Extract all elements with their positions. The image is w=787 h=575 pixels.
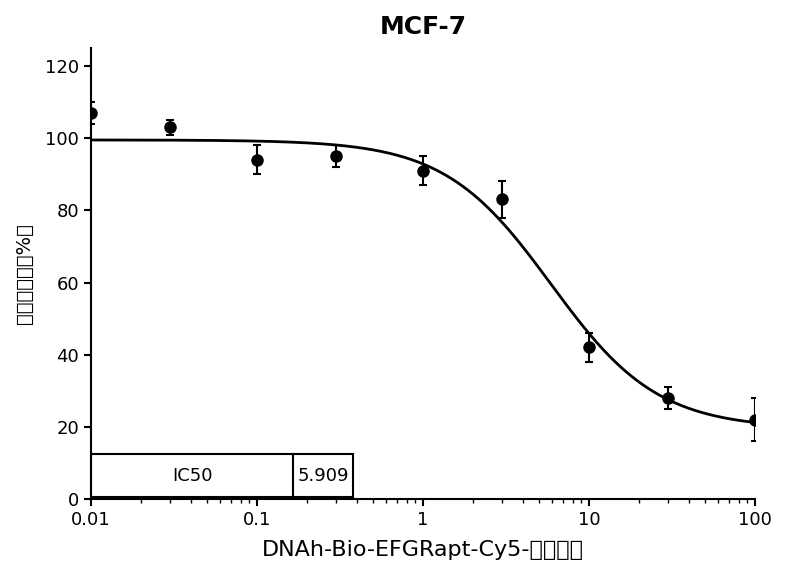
Text: IC50: IC50 (172, 467, 212, 485)
Text: 5.909: 5.909 (297, 467, 349, 485)
Y-axis label: 细胞存活率（%）: 细胞存活率（%） (15, 223, 34, 324)
Title: MCF-7: MCF-7 (379, 15, 467, 39)
X-axis label: DNAh-Bio-EFGRapt-Cy5-多西他赛: DNAh-Bio-EFGRapt-Cy5-多西他赛 (262, 540, 584, 560)
